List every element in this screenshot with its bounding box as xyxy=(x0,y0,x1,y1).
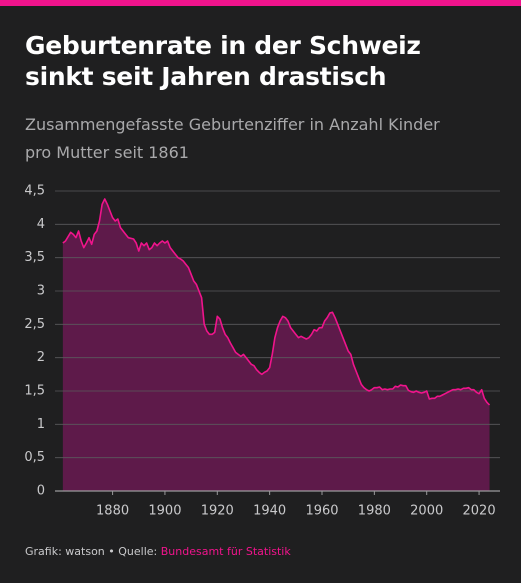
line xyxy=(62,198,491,406)
x-tick-label: 1980 xyxy=(358,504,391,519)
subtitle: Zusammengefasste Geburtenziffer in Anzah… xyxy=(25,111,440,167)
x-tick-label: 1900 xyxy=(148,504,181,519)
top-bar xyxy=(0,0,521,6)
y-tick-label: 3,5 xyxy=(24,250,45,265)
subtitle-line: Zusammengefasste Geburtenziffer in Anzah… xyxy=(25,115,440,134)
title-line: Geburtenrate in der Schweiz xyxy=(25,31,421,60)
x-tick-label: 1880 xyxy=(96,504,129,519)
y-tick-label: 1 xyxy=(37,417,45,432)
y-tick-label: 3 xyxy=(37,284,45,299)
credit: Grafik: watson • Quelle: xyxy=(25,545,158,558)
subtitle-line: pro Mutter seit 1861 xyxy=(25,143,189,162)
x-tick-label: 2020 xyxy=(463,504,496,519)
y-tick-label: 2,5 xyxy=(24,317,45,332)
x-tick-label: 2000 xyxy=(410,504,443,519)
area-fill xyxy=(62,199,490,491)
source: Bundesamt für Statistik xyxy=(160,545,291,558)
y-tick-label: 1,5 xyxy=(24,384,45,399)
x-tick-label: 1940 xyxy=(253,504,286,519)
x-tick-label: 1920 xyxy=(201,504,234,519)
footer: Grafik: watson • Quelle: Bundesamt für S… xyxy=(25,545,291,558)
title: Geburtenrate in der Schweiz sinkt seit J… xyxy=(25,30,421,92)
chart: 0 0,5 1 1,5 2 2,5 3 3,5 4 4,5 1880 1900 1920 1940 1960… xyxy=(24,184,500,519)
x-tick-label: 1960 xyxy=(305,504,338,519)
y-tick-label: 0 xyxy=(37,484,45,499)
y-tick-label: 0,5 xyxy=(24,450,45,465)
y-tick-label: 2 xyxy=(37,350,45,365)
y-tick-label: 4,5 xyxy=(24,184,45,199)
title-line: sinkt seit Jahren drastisch xyxy=(25,62,387,91)
y-tick-label: 4 xyxy=(37,217,45,232)
